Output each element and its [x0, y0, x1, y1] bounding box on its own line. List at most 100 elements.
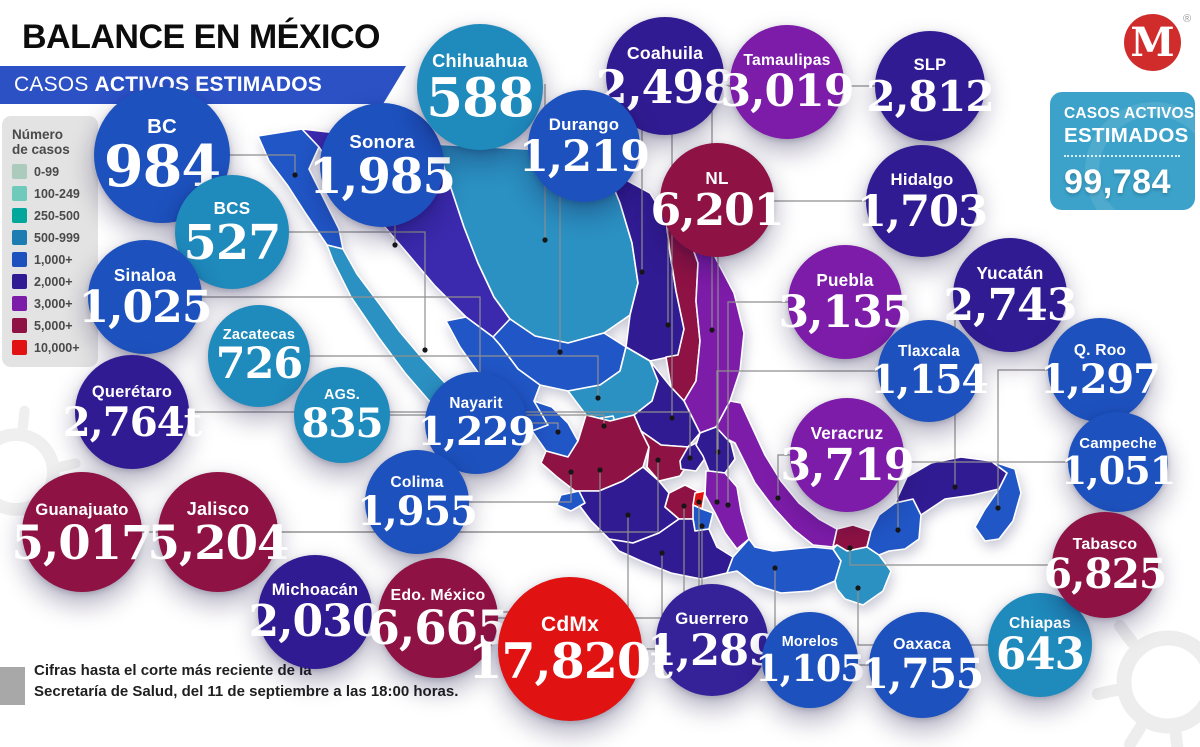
legend-swatch — [12, 274, 27, 290]
bubble-campeche: Campeche 1,051 — [1061, 412, 1176, 512]
legend-item: 1,000+ — [12, 252, 90, 268]
bubble-text: Q. Roo 1,297 — [1040, 318, 1161, 422]
connector-nayarit — [524, 422, 559, 432]
bubble-circle — [866, 145, 978, 257]
state-name: Edo. México — [390, 586, 486, 604]
legend-swatch — [12, 186, 27, 202]
bubble-circle — [1048, 318, 1152, 422]
state-value: 588 — [426, 67, 534, 130]
anchor-dot-chiapas — [855, 585, 861, 591]
bubble-chiapas: Chiapas 643 — [988, 593, 1092, 697]
bubble-circle — [365, 450, 469, 554]
state-value: 1,229 — [417, 409, 535, 456]
state-value: 3,135 — [778, 286, 912, 338]
anchor-dot-michoac-n — [625, 512, 631, 518]
state-name: Michoacán — [271, 581, 359, 600]
bubble-hidalgo: Hidalgo 1,703 — [857, 145, 988, 257]
state-name: Coahuila — [626, 43, 704, 64]
anchor-dot-zacatecas — [595, 395, 601, 401]
bubble-tabasco: Tabasco 6,825 — [1044, 512, 1168, 618]
state-value: 1,703 — [856, 186, 988, 238]
state-value: 1,289 — [646, 625, 778, 677]
state-value: 835 — [301, 399, 383, 448]
legend-item: 0-99 — [12, 164, 90, 180]
state-value: 1,154 — [870, 357, 988, 404]
bubble-text: Morelos 1,105 — [755, 612, 865, 708]
state-name: Jalisco — [186, 499, 250, 520]
anchor-dot-sonora — [392, 242, 398, 248]
bubble-text: Jalisco 5,204 — [148, 472, 290, 592]
legend-swatch — [12, 296, 27, 312]
anchor-dot-nl — [665, 322, 671, 328]
anchor-dot-campeche — [895, 527, 901, 533]
state-value: 5,204 — [147, 515, 290, 571]
bubble-colima: Colima 1,955 — [357, 450, 478, 554]
legend: Número de casos 0-99 100-249 250-500 500-99… — [2, 116, 98, 368]
state-value: 3,019 — [720, 65, 854, 117]
state-value: 1,219 — [518, 131, 650, 183]
legend-label: 1,000+ — [34, 252, 73, 267]
state-name: Morelos — [781, 634, 839, 651]
bubble-text: Tamaulipas 3,019 — [720, 25, 854, 139]
legend-title-line1: Número — [12, 127, 64, 142]
anchor-dot-bcs — [422, 347, 428, 353]
title-regular: BALANCE EN — [22, 18, 249, 56]
state-name: CdMx — [541, 613, 599, 637]
anchor-dot-ags — [601, 423, 607, 429]
state-value: 1,955 — [357, 488, 478, 535]
state-name: BC — [147, 116, 177, 139]
state-name: Nayarit — [449, 395, 503, 413]
bubble-circle — [528, 90, 640, 202]
bubble-text: AGS. 835 — [294, 367, 390, 463]
bubble-text: Chiapas 643 — [988, 593, 1092, 697]
bubble-durango: Durango 1,219 — [519, 90, 650, 202]
anchor-dot-morelos — [699, 523, 705, 529]
state-value: 3,719 — [780, 439, 914, 491]
bubble-circle — [730, 25, 844, 139]
bubble-text: SLP 2,812 — [866, 31, 995, 141]
state-value: 527 — [183, 214, 282, 271]
connector-tlaxcala — [716, 370, 881, 502]
anchor-dot-yucat-n — [952, 484, 958, 490]
bubble-circle — [660, 143, 774, 257]
legend-item: 500-999 — [12, 230, 90, 246]
anchor-dot-tamaulipas — [709, 327, 715, 333]
state-name: Yucatán — [976, 263, 1044, 283]
bubble-circle — [762, 612, 858, 708]
bubble-chihuahua: Chihuahua 588 — [417, 24, 543, 150]
bubble-circle — [258, 555, 372, 669]
anchor-dot-durango — [557, 349, 563, 355]
bubble-circle — [320, 103, 444, 227]
bubble-circle — [878, 320, 980, 422]
state-value: 643 — [995, 628, 1085, 680]
bubble-quer-taro: Querétaro 2,764t — [63, 355, 202, 469]
bubble-circle — [498, 577, 642, 721]
bubble-circle — [75, 355, 189, 469]
state-shape-guanajuato — [640, 430, 691, 482]
legend-swatch — [12, 340, 27, 356]
bubble-circle — [378, 558, 498, 678]
bubble-text: Veracruz 3,719 — [780, 398, 914, 512]
state-name: Durango — [548, 115, 620, 135]
connector-puebla — [727, 301, 791, 505]
summary-line1: CASOS ACTIVOS — [1064, 105, 1195, 122]
state-name: BCS — [213, 198, 251, 218]
legend-title-line2: de casos — [12, 142, 70, 158]
bubble-sonora: Sonora 1,985 — [309, 103, 456, 227]
bubble-text: Tabasco 6,825 — [1044, 512, 1168, 618]
state-name: Guerrero — [675, 609, 749, 629]
state-name: Tamaulipas — [743, 51, 831, 69]
bubble-circle — [417, 24, 543, 150]
bubble-text: Nayarit 1,229 — [417, 372, 535, 474]
state-value: 2,812 — [866, 71, 995, 121]
state-name: SLP — [913, 56, 947, 74]
state-name: Chihuahua — [432, 51, 528, 72]
anchor-dot-chihuahua — [542, 237, 548, 243]
bubble-text: Zacatecas 726 — [208, 305, 310, 407]
summary-box: CASOS ACTIVOS ESTIMADOS 99,784 — [1050, 92, 1195, 210]
bubble-veracruz: Veracruz 3,719 — [780, 398, 915, 512]
legend-label: 2,000+ — [34, 274, 73, 289]
state-name: AGS. — [324, 387, 360, 404]
summary-total: 99,784 — [1064, 163, 1171, 201]
